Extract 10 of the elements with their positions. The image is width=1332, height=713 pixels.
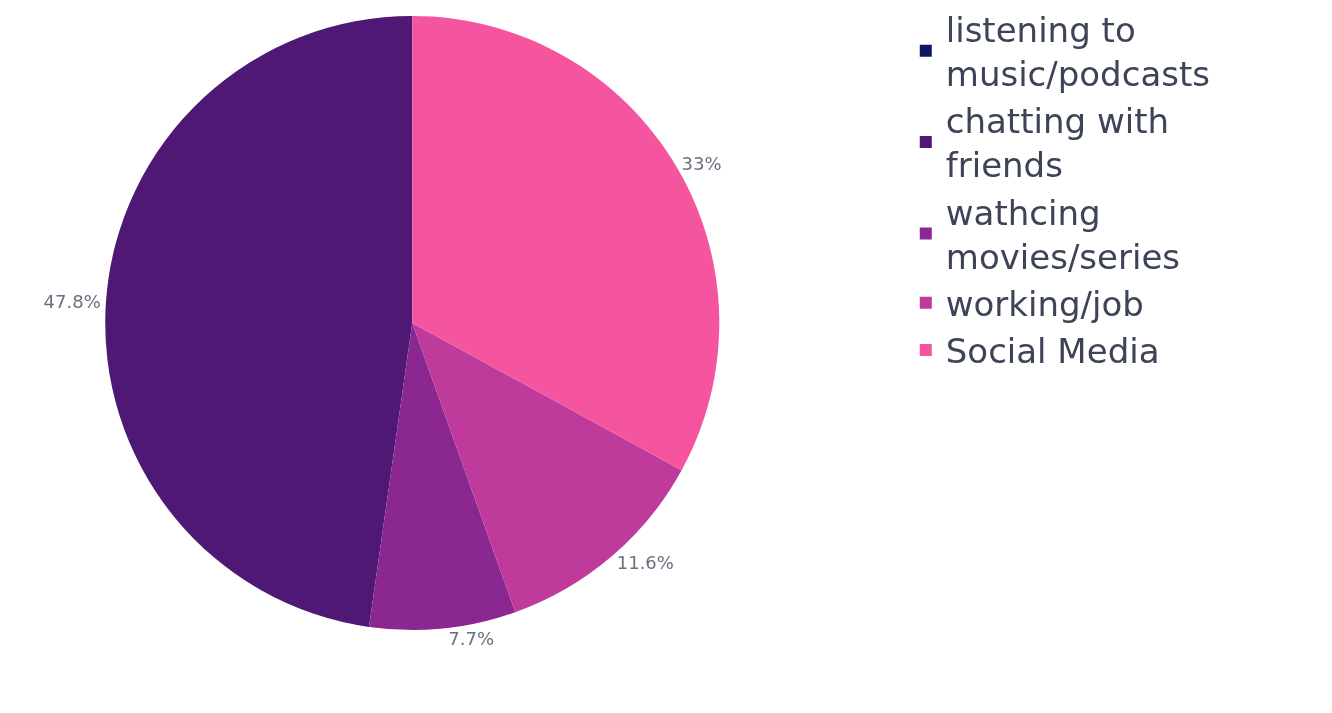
data-label: 11.6% [616, 552, 674, 574]
pie-slice [105, 15, 413, 627]
pie-slice [412, 15, 720, 471]
legend-label: working/job [945, 284, 1144, 325]
data-label: 7.7% [448, 628, 495, 650]
data-label: 47.8% [43, 290, 101, 312]
data-label: 33% [681, 153, 722, 175]
pie-slice [412, 322, 682, 613]
pie-slice [369, 322, 516, 630]
legend-label: Social Media [945, 331, 1160, 372]
